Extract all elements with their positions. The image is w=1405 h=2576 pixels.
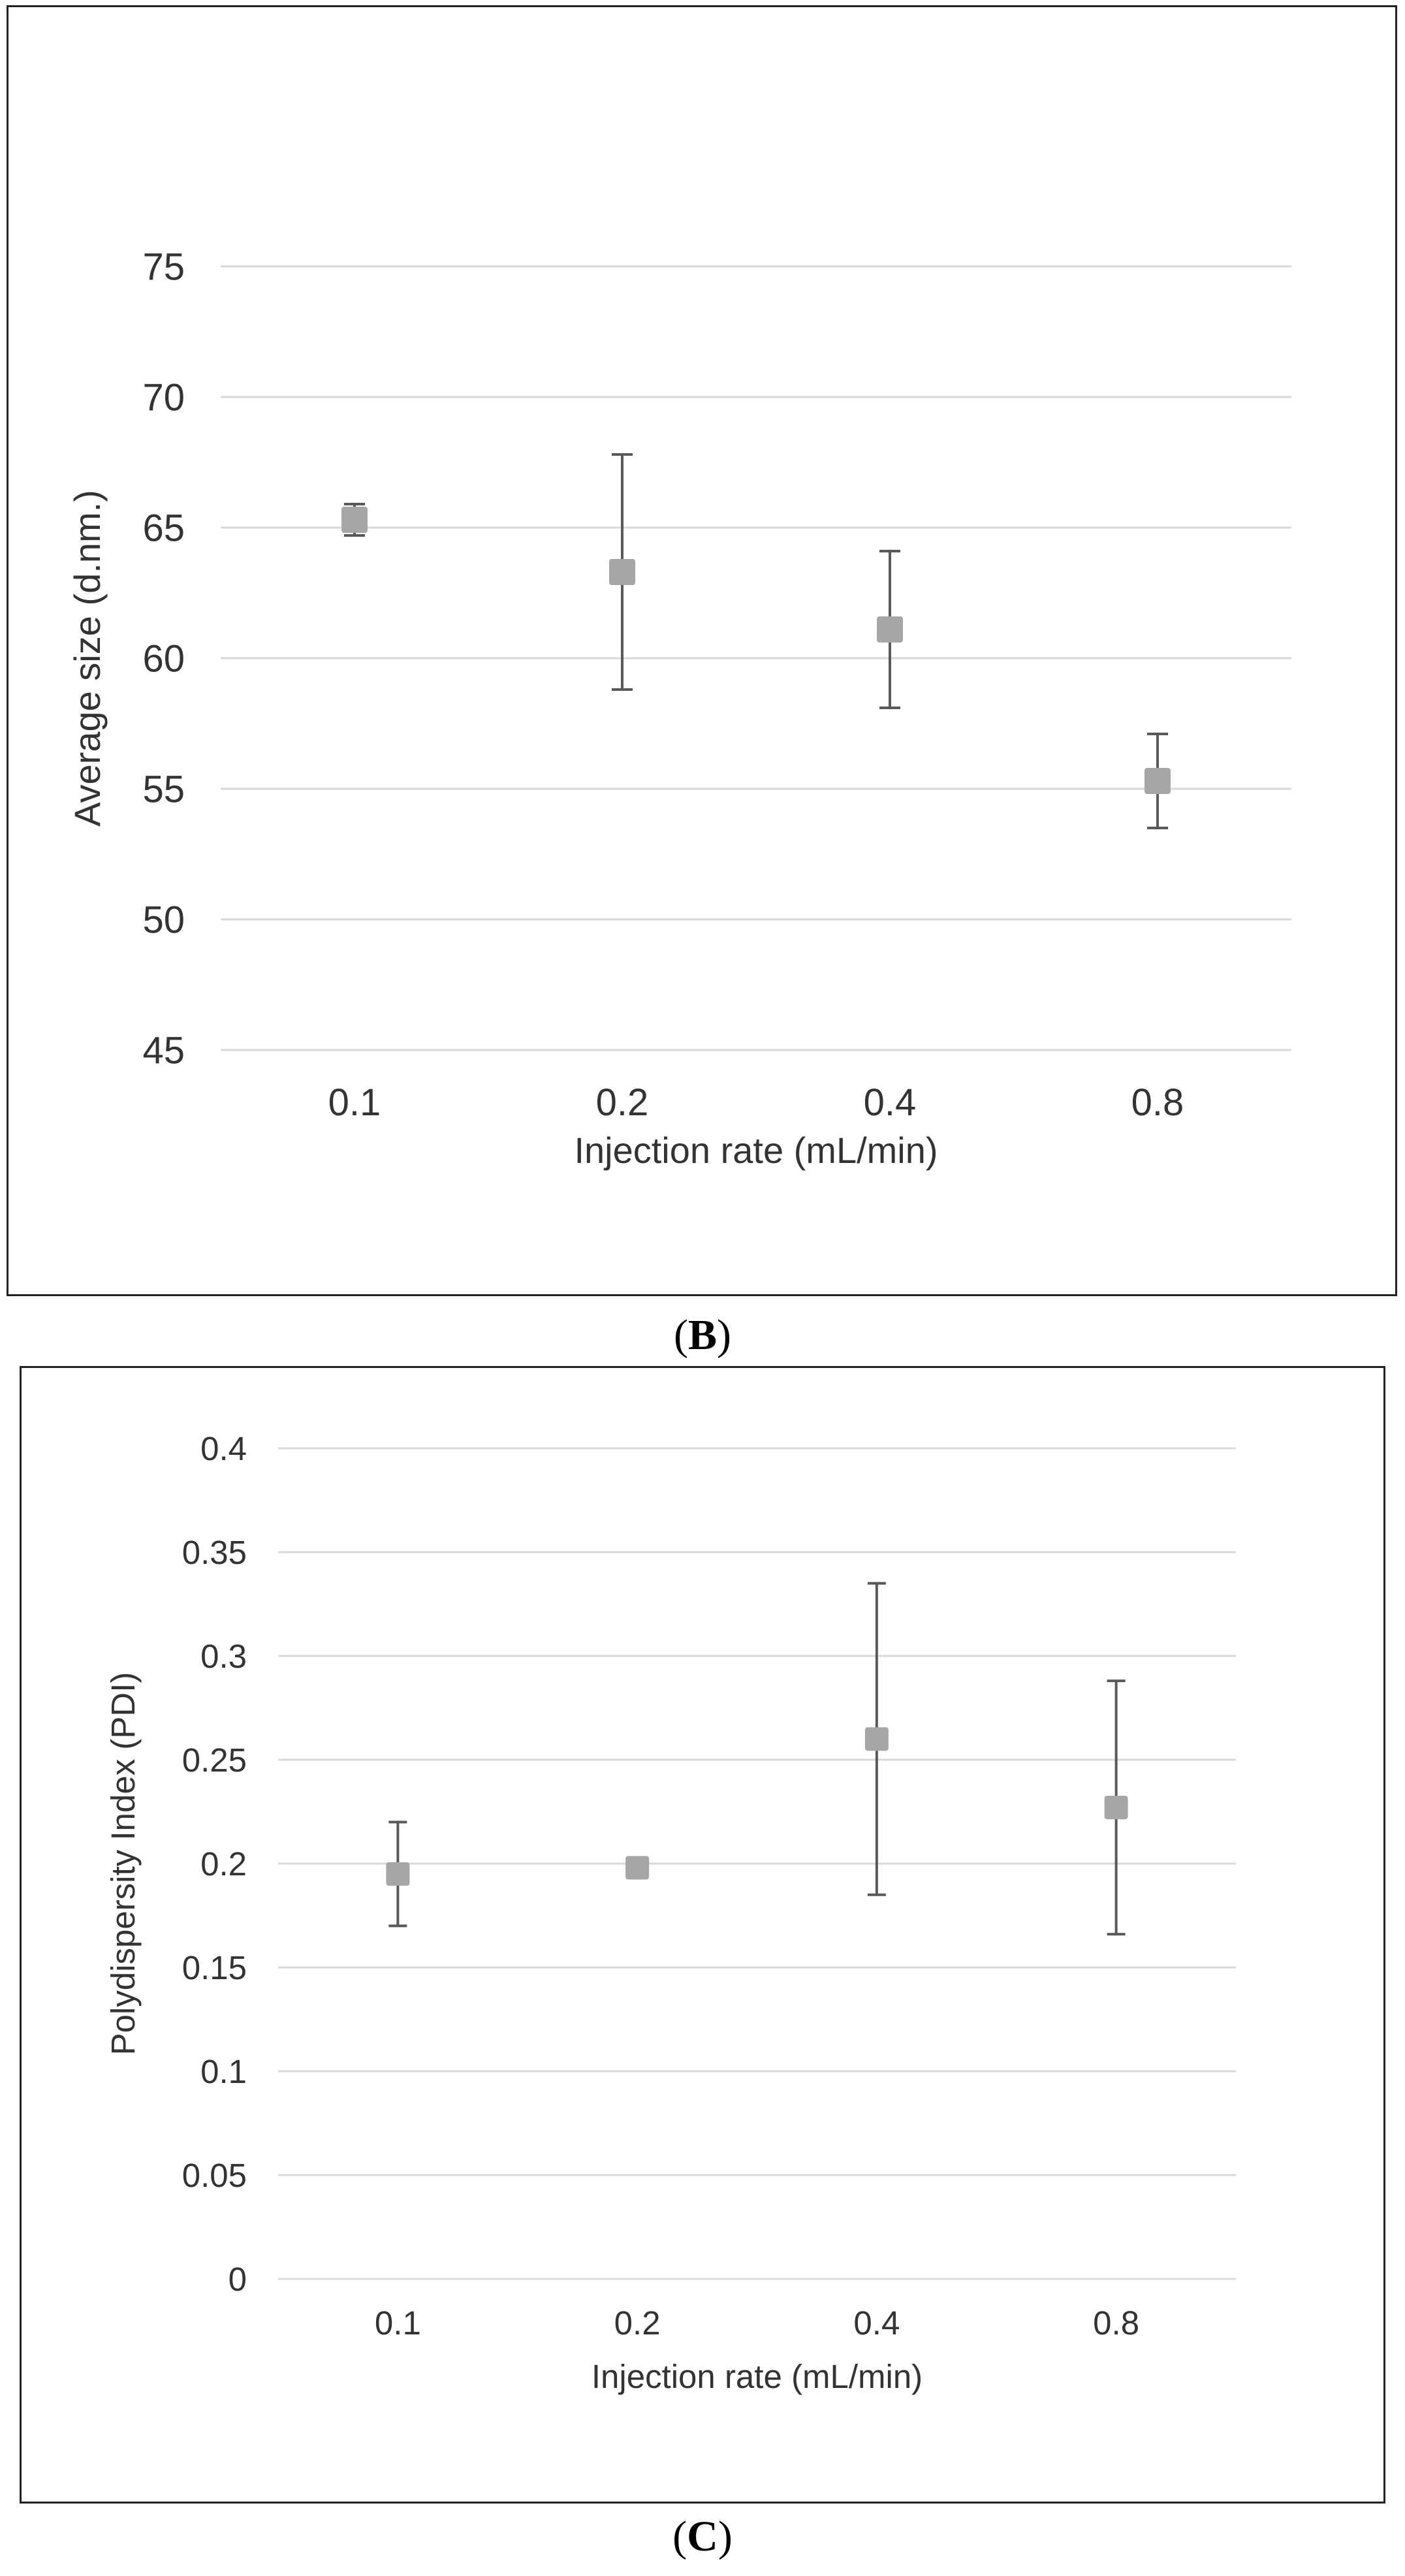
y-tick-label: 0.2 [200, 1845, 247, 1883]
y-tick-label: 55 [142, 768, 185, 810]
x-tick-label: 0.2 [596, 1081, 649, 1124]
caption-c: (C) [672, 2513, 733, 2560]
x-tick-label: 0.4 [864, 1081, 917, 1124]
caption-b: (B) [674, 1311, 731, 1359]
y-tick-label: 0.3 [200, 1638, 247, 1675]
data-point-marker [877, 616, 903, 643]
data-point-marker [625, 1856, 650, 1880]
data-point-marker [864, 1727, 889, 1751]
data-point-marker [1104, 1796, 1128, 1820]
data-point-marker [1145, 768, 1171, 794]
caption-c-label: C [687, 2513, 718, 2560]
chart-panel-b: 45 50 55 60 65 70 75 0.1 0.2 0.4 0.8 Injection rate… [7, 5, 1397, 1296]
y-tick-label: 0.15 [182, 1949, 247, 1986]
x-axis-title: Injection rate (mL/min) [592, 2358, 923, 2395]
y-tick-label: 75 [142, 246, 185, 288]
data-point-marker [341, 507, 368, 533]
y-tick-label: 0.05 [182, 2157, 247, 2194]
y-tick-label: 45 [142, 1029, 185, 1072]
x-axis-title: Injection rate (mL/min) [574, 1130, 938, 1171]
x-tick-label: 0.4 [853, 2304, 900, 2342]
y-axis-title: Polydispersity Index (PDI) [104, 1672, 142, 2056]
y-tick-label: 50 [142, 898, 185, 941]
caption-b-label: B [687, 1311, 718, 1359]
chart-panel-c: 0 0.05 0.1 0.15 0.2 0.25 0.3 0.35 0.4 0.1 0.2 0.4 0.… [20, 1366, 1385, 2504]
data-point-marker [386, 1862, 410, 1886]
x-tick-label: 0.1 [328, 1081, 381, 1124]
x-tick-label: 0.2 [614, 2304, 661, 2342]
pdi-chart: 0 0.05 0.1 0.15 0.2 0.25 0.3 0.35 0.4 0.1 0.2 0.4 0.… [104, 1430, 1236, 2395]
x-tick-label: 0.8 [1131, 1081, 1184, 1124]
y-axis-title: Average size (d.nm.) [67, 490, 108, 827]
y-tick-label: 70 [142, 376, 185, 419]
average-size-chart: 45 50 55 60 65 70 75 0.1 0.2 0.4 0.8 Injection rate… [67, 246, 1291, 1171]
y-tick-label: 0.4 [200, 1430, 247, 1467]
y-tick-label: 60 [142, 637, 185, 680]
y-tick-label: 65 [142, 507, 185, 549]
x-tick-label: 0.8 [1093, 2304, 1139, 2342]
y-tick-label: 0.1 [200, 2053, 247, 2090]
y-tick-label: 0.25 [182, 1741, 247, 1779]
y-tick-label: 0 [229, 2261, 247, 2298]
data-point-marker [609, 559, 635, 585]
y-tick-label: 0.35 [182, 1534, 247, 1571]
x-tick-label: 0.1 [375, 2304, 421, 2342]
